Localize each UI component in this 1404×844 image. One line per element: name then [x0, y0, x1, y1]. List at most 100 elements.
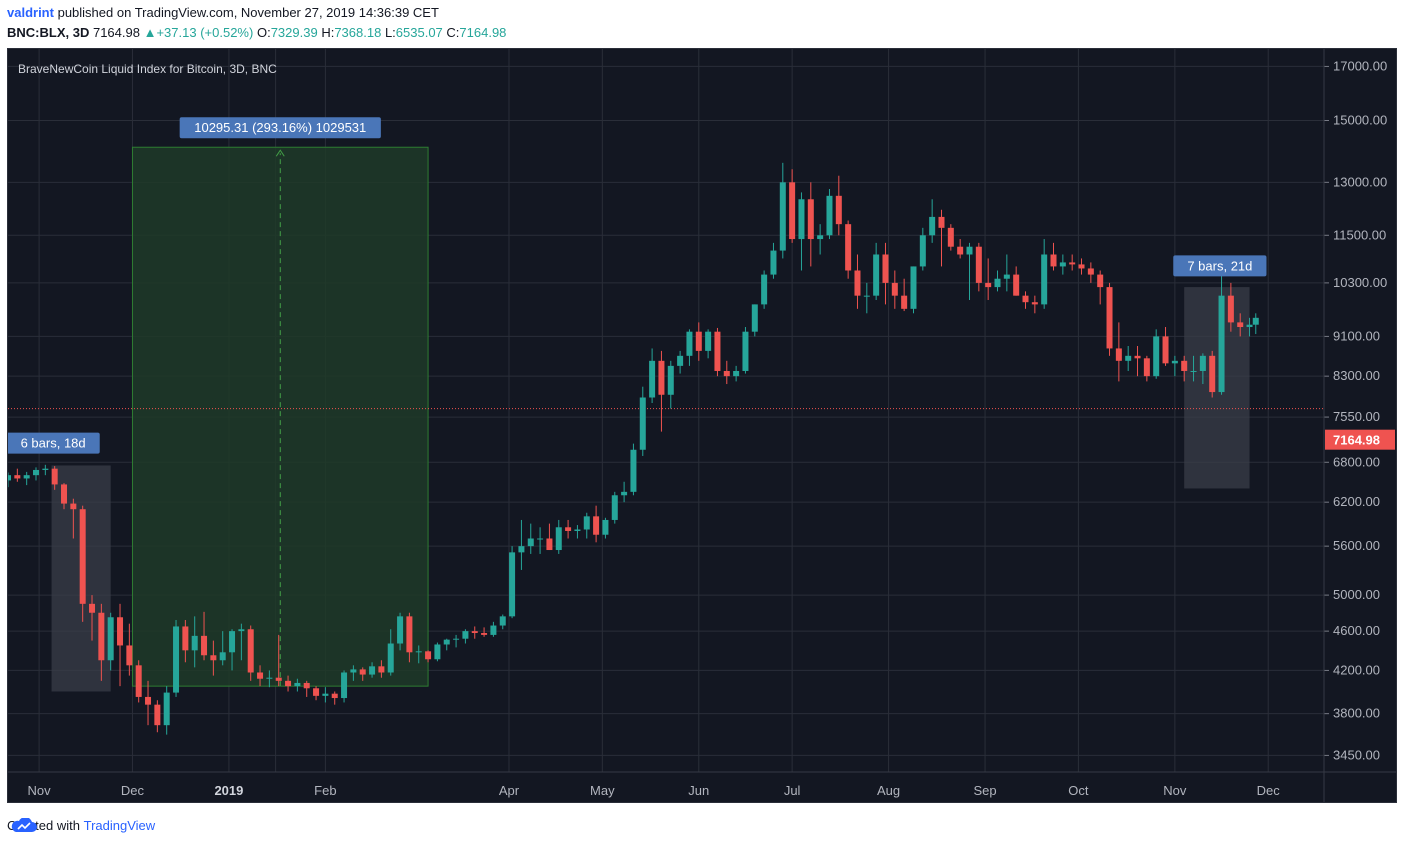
- candle-body: [51, 468, 58, 485]
- candle-body: [1041, 254, 1048, 305]
- candle-body: [807, 199, 814, 240]
- candle-body: [145, 696, 152, 705]
- candle-body: [919, 235, 926, 267]
- current-price-label: 7164.98: [1333, 433, 1380, 448]
- candle-body: [649, 360, 656, 398]
- candle-body: [322, 693, 329, 696]
- candle-body: [70, 503, 77, 510]
- candle-body: [117, 617, 124, 646]
- candle-body: [378, 666, 385, 673]
- candle-body: [8, 475, 11, 481]
- candle-body: [1143, 358, 1150, 377]
- time-axis-label: Oct: [1068, 783, 1089, 798]
- candle-body: [266, 677, 273, 679]
- candle-body: [761, 274, 768, 305]
- candle-body: [947, 227, 954, 247]
- candle-body: [1106, 287, 1113, 349]
- price-axis-label: 6800.00: [1333, 454, 1380, 469]
- footer: Created with TradingView: [7, 818, 155, 833]
- open-value: 7329.39: [270, 25, 318, 40]
- candle-body: [499, 616, 506, 626]
- candle-body: [957, 246, 964, 255]
- price-axis-label: 17000.00: [1333, 58, 1387, 73]
- candle-body: [565, 527, 572, 531]
- candle-body: [770, 250, 777, 275]
- candle-body: [723, 370, 730, 377]
- time-axis-label: Jun: [688, 783, 709, 798]
- candle-body: [863, 295, 870, 297]
- candle-body: [1031, 302, 1038, 305]
- price-axis-label: 4600.00: [1333, 623, 1380, 638]
- time-axis-label: Dec: [121, 783, 145, 798]
- last-price: 7164.98: [92, 25, 140, 40]
- candle-body: [779, 182, 786, 251]
- candle-body: [929, 216, 936, 236]
- price-axis-label: 8300.00: [1333, 368, 1380, 383]
- candle-body: [1087, 268, 1094, 275]
- candle-body: [247, 629, 254, 673]
- candle-body: [1059, 262, 1066, 267]
- candle-body: [219, 652, 226, 661]
- candle-body: [639, 397, 646, 450]
- candle-body: [537, 538, 544, 540]
- candle-body: [854, 270, 861, 296]
- candle-body: [546, 538, 553, 551]
- candle-body: [1022, 295, 1029, 303]
- candle-body: [667, 365, 674, 395]
- candle-body: [415, 651, 422, 653]
- candle-body: [1218, 295, 1225, 393]
- price-axis-label: 10300.00: [1333, 275, 1387, 290]
- candle-body: [1252, 317, 1259, 325]
- candle-body: [14, 475, 21, 479]
- candle-body: [611, 495, 618, 520]
- candlestick-chart[interactable]: 17000.00 15000.00 13000.00 11500.00 10300.00…: [8, 49, 1396, 802]
- open-label: O:: [256, 25, 271, 40]
- candle-body: [621, 491, 628, 496]
- candle-body: [462, 631, 469, 639]
- candle-body: [695, 331, 702, 351]
- candle-body: [471, 631, 478, 634]
- candle-body: [891, 282, 898, 296]
- candle-body: [994, 278, 1001, 288]
- ohlc-legend: BNC:BLX, 3D 7164.98 ▲+37.13 (+0.52%) O:7…: [7, 25, 506, 40]
- chart-title: BraveNewCoin Liquid Index for Bitcoin, 3…: [18, 62, 277, 76]
- time-axis-label: Jul: [784, 783, 801, 798]
- price-axis-label: 3800.00: [1333, 706, 1380, 721]
- candle-body: [163, 692, 170, 726]
- time-axis-label: Aug: [877, 783, 900, 798]
- candle-body: [882, 254, 889, 283]
- candle-body: [490, 625, 497, 635]
- candle-body: [135, 665, 142, 697]
- current-price-tag: [1325, 429, 1395, 450]
- candle-body: [154, 704, 161, 726]
- candle-body: [341, 672, 348, 699]
- measure-range-box: [131, 146, 429, 687]
- chart-panel[interactable]: 17000.00 15000.00 13000.00 11500.00 10300.00…: [7, 48, 1397, 803]
- high-value: 7368.18: [334, 25, 382, 40]
- candle-body: [126, 645, 133, 666]
- candle-body: [555, 527, 562, 551]
- candle-body: [294, 682, 301, 687]
- time-axis-label: Apr: [499, 783, 520, 798]
- measure-right-label: 7 bars, 21d: [1187, 258, 1252, 273]
- measure-big-label-bg: [179, 117, 381, 139]
- candle-body: [1115, 348, 1122, 361]
- candle-body: [23, 475, 30, 479]
- price-axis-label: 3450.00: [1333, 747, 1380, 762]
- candle-body: [182, 626, 189, 651]
- tradingview-link[interactable]: TradingView: [83, 818, 156, 833]
- candle-body: [1069, 262, 1076, 265]
- publish-text: published on TradingView.com, November 2…: [57, 5, 439, 20]
- author-link[interactable]: valdrint: [7, 5, 54, 20]
- candle-body: [434, 644, 441, 660]
- candle-body: [210, 655, 217, 661]
- candle-body: [33, 469, 40, 476]
- candle-body: [901, 295, 908, 309]
- candle-body: [61, 484, 68, 504]
- candle-body: [331, 693, 338, 699]
- measure-big-label: 10295.31 (293.16%) 1029531: [194, 120, 366, 135]
- candle-body: [966, 246, 973, 255]
- candle-body: [397, 616, 404, 644]
- candle-body: [481, 633, 488, 635]
- candle-body: [1125, 355, 1132, 361]
